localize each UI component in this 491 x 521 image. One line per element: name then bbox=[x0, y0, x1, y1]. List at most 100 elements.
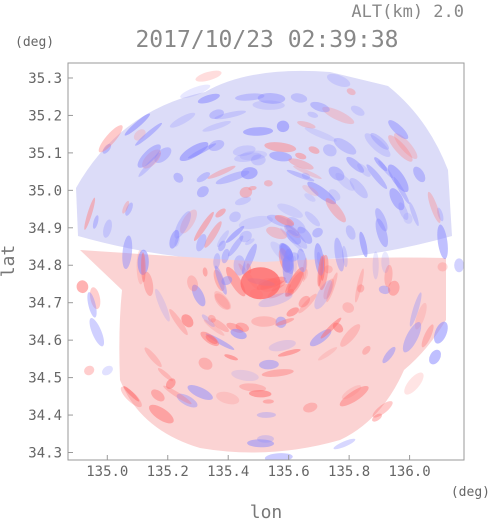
echo-cell bbox=[191, 284, 206, 307]
y-tick-label: 35.1 bbox=[28, 146, 62, 162]
echo-cell bbox=[148, 404, 174, 424]
echo-cell bbox=[201, 314, 215, 328]
echo-cell bbox=[454, 258, 464, 273]
echo-cell bbox=[286, 169, 315, 182]
echo-cell bbox=[204, 221, 222, 248]
echo-cell bbox=[298, 293, 317, 314]
echo-cell bbox=[251, 154, 266, 166]
echo-cell bbox=[357, 163, 371, 177]
echo-cell bbox=[335, 172, 355, 191]
x-tick-label: 135.8 bbox=[328, 464, 370, 480]
echo-cell bbox=[102, 143, 112, 154]
echo-cell bbox=[224, 354, 238, 361]
echo-core bbox=[240, 267, 281, 300]
echo-cell bbox=[312, 227, 323, 238]
echo-cell bbox=[346, 88, 356, 96]
echo-cell bbox=[345, 225, 356, 240]
echo-cell bbox=[84, 197, 96, 230]
echo-cell bbox=[403, 212, 413, 224]
echo-cell bbox=[304, 211, 321, 227]
echo-cell bbox=[187, 385, 213, 401]
echo-cell bbox=[402, 322, 422, 353]
echo-cell bbox=[197, 93, 220, 104]
echo-cell bbox=[251, 316, 277, 327]
echo-cell bbox=[276, 120, 290, 133]
echo-cell bbox=[240, 167, 258, 180]
echo-cell bbox=[258, 292, 293, 308]
echo-cell bbox=[173, 172, 184, 183]
echo-cell bbox=[286, 229, 302, 245]
echo-cell bbox=[434, 321, 448, 344]
echo-cell bbox=[187, 143, 217, 159]
echo-cell bbox=[362, 345, 371, 355]
echo-cell bbox=[231, 369, 259, 382]
echo-cell bbox=[413, 166, 426, 183]
echo-cell bbox=[293, 165, 322, 180]
echo-cell bbox=[84, 365, 95, 376]
echo-cell bbox=[284, 224, 301, 239]
x-tick-label: 136.0 bbox=[389, 464, 431, 480]
echo-cell bbox=[229, 211, 241, 223]
echo-cell bbox=[427, 191, 441, 223]
echo-cell bbox=[282, 248, 294, 284]
y-tick-label: 34.4 bbox=[28, 408, 62, 424]
echo-cell bbox=[388, 135, 413, 162]
echo-cell bbox=[297, 226, 313, 244]
echo-cell bbox=[98, 125, 123, 153]
echo-cell bbox=[357, 284, 365, 293]
echo-cell bbox=[326, 272, 338, 303]
x-axis: 135.0 135.2 135.4 135.6 135.8 136.0 bbox=[86, 455, 431, 480]
y-tick-label: 34.5 bbox=[28, 371, 62, 387]
echo-cell bbox=[421, 324, 434, 348]
echo-cell bbox=[296, 248, 307, 273]
y-tick-label: 34.3 bbox=[28, 446, 62, 462]
echo-cell bbox=[307, 181, 337, 205]
echo-cell bbox=[366, 164, 388, 189]
x-tick-label: 135.6 bbox=[268, 464, 310, 480]
echo-cell bbox=[317, 255, 324, 287]
echo-cell bbox=[372, 251, 379, 280]
echo-cell bbox=[292, 255, 297, 273]
echo-cell bbox=[270, 241, 290, 263]
echo-cell bbox=[307, 111, 319, 118]
echo-cell bbox=[214, 293, 230, 310]
echo-cell bbox=[341, 385, 362, 400]
echo-cell bbox=[364, 133, 391, 158]
echo-cell bbox=[221, 248, 230, 264]
echo-cell bbox=[196, 186, 209, 198]
echo-cell bbox=[284, 224, 308, 249]
echo-cell bbox=[389, 188, 405, 211]
echo-cell bbox=[187, 275, 198, 292]
echo-cell bbox=[388, 120, 409, 140]
echo-cell bbox=[409, 292, 422, 327]
echo-cell bbox=[207, 314, 216, 323]
echo-south-region bbox=[80, 250, 446, 453]
echo-cell bbox=[328, 166, 345, 181]
echo-cell bbox=[318, 347, 338, 361]
echo-cell bbox=[261, 369, 294, 377]
echo-cell bbox=[157, 367, 173, 382]
echo-cell bbox=[143, 271, 154, 297]
echo-cell bbox=[176, 393, 198, 408]
echo-cell bbox=[207, 165, 236, 179]
echo-cell bbox=[334, 237, 345, 272]
echo-cell bbox=[102, 365, 113, 376]
y-tick-label: 35.3 bbox=[28, 71, 62, 87]
echo-cell bbox=[322, 106, 355, 125]
echo-cell bbox=[169, 112, 196, 128]
echo-cell bbox=[216, 391, 240, 405]
echo-cell bbox=[333, 137, 357, 155]
echo-cell bbox=[280, 227, 304, 253]
echo-cell bbox=[202, 267, 208, 277]
echo-cell bbox=[124, 113, 151, 136]
echo-cell bbox=[213, 269, 225, 292]
echo-cell bbox=[195, 70, 222, 82]
echo-cell bbox=[302, 257, 308, 282]
echo-cell bbox=[286, 307, 299, 317]
echo-cell bbox=[228, 235, 244, 257]
echo-cell bbox=[375, 218, 388, 248]
echo-cell bbox=[384, 264, 393, 288]
y-tick-label: 34.7 bbox=[28, 296, 62, 312]
echo-cell bbox=[210, 318, 229, 333]
echo-cell bbox=[290, 93, 308, 103]
